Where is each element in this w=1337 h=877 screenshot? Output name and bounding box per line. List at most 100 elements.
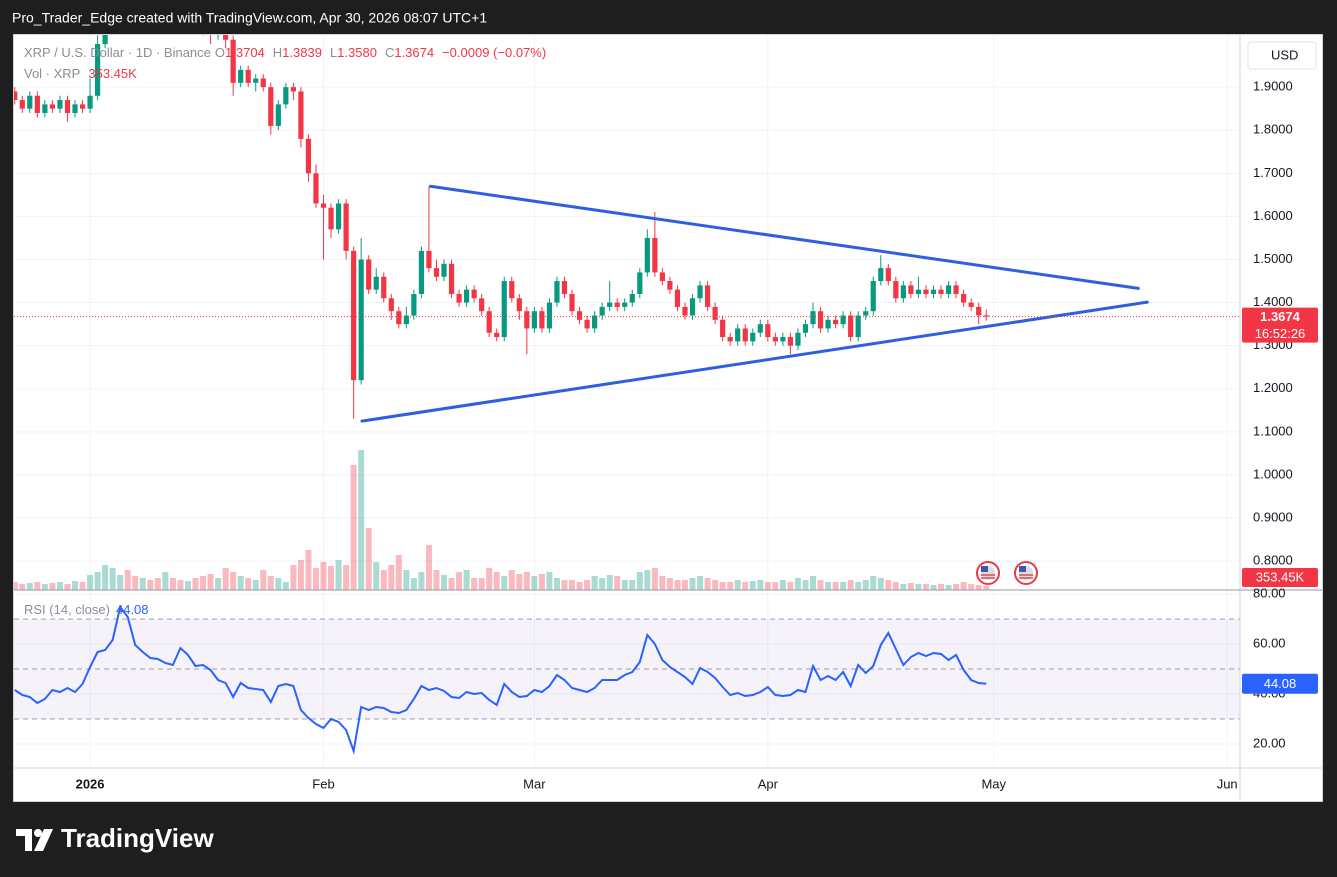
candle-body: [757, 324, 763, 333]
volume-bar: [531, 576, 538, 590]
x-tick-label: 2026: [76, 776, 105, 791]
price-label: 1.3674: [1260, 309, 1301, 324]
legend-value: 1.3704: [225, 45, 265, 60]
volume-bar: [373, 562, 380, 590]
volume-bar: [117, 575, 124, 590]
candle-body: [637, 272, 643, 294]
candle-body: [787, 337, 794, 346]
volume-bar: [712, 580, 719, 590]
overlay: USD 2026 Feb Mar Apr May Jun 0.8000 0.9000 1.000…: [14, 35, 1322, 800]
volume-bar: [441, 575, 448, 590]
volume-bar: [651, 568, 658, 590]
footer-logo: [16, 829, 53, 851]
candle-body: [614, 302, 620, 307]
candle-body: [938, 289, 944, 294]
volume-bar: [245, 578, 252, 590]
candle-body: [930, 289, 937, 294]
candle-body: [833, 319, 839, 325]
volume-bar: [388, 565, 395, 590]
candle-body: [855, 315, 861, 338]
volume-bar: [184, 581, 191, 590]
volume-bar: [840, 582, 847, 590]
candle-body: [290, 87, 296, 92]
legend-value: 1.3674: [394, 45, 434, 60]
candle-body: [253, 78, 259, 83]
currency-button[interactable]: [1247, 41, 1317, 70]
event-icons: [976, 561, 1038, 585]
footer-brand: TradingView: [61, 823, 214, 853]
candle-body: [825, 319, 831, 329]
candle-body: [735, 328, 741, 342]
candle-body: [629, 293, 635, 303]
candle-body: [516, 298, 522, 312]
y-tick-label: 1.0000: [1253, 466, 1293, 481]
volume-bar: [666, 578, 673, 590]
y-tick-label: 1.1000: [1253, 423, 1293, 438]
y-tick-label: 1.8000: [1253, 122, 1293, 137]
x-tick-label: Mar: [523, 776, 546, 791]
candle-body: [840, 315, 846, 325]
candle-body: [471, 289, 477, 299]
candle-body: [448, 263, 455, 294]
volume-bar: [719, 582, 726, 590]
volume-bar: [907, 583, 914, 590]
volume-bar: [749, 581, 756, 590]
candle-body: [34, 95, 40, 113]
candle-body: [720, 319, 726, 338]
volume-bar: [87, 575, 94, 590]
candle-body: [94, 44, 101, 96]
volume-bar: [538, 574, 545, 590]
rsi-tick-label: 60.00: [1253, 635, 1286, 650]
volume-bar: [471, 578, 478, 590]
candle-body: [531, 311, 537, 329]
volume-bar: [659, 576, 666, 590]
volume-bar: [810, 576, 817, 590]
volume-bar: [764, 582, 771, 590]
candle-body: [396, 311, 402, 325]
volume-bar: [207, 574, 214, 590]
candle-body: [42, 104, 48, 113]
volume-bar: [930, 585, 937, 590]
candle-body: [863, 311, 869, 316]
volume-bar: [215, 578, 222, 590]
volume-bar: [681, 580, 688, 590]
candle-body: [539, 311, 545, 329]
volume-bar: [275, 578, 282, 590]
volume-bar: [900, 584, 907, 590]
candle-body: [298, 91, 304, 139]
candle-body: [659, 272, 665, 282]
volume-bar: [847, 580, 854, 590]
volume-bar: [380, 570, 387, 590]
y-tick-label: 1.9000: [1253, 79, 1293, 94]
candle-body: [667, 281, 673, 290]
volume-bar: [885, 580, 892, 590]
rsi-tick-label: 20.00: [1253, 735, 1286, 750]
candle-body: [260, 78, 266, 88]
candle-body: [976, 306, 982, 316]
trendline: [360, 300, 1149, 423]
candle-body: [674, 289, 681, 307]
candle-body: [494, 332, 500, 338]
volume-bar: [365, 528, 372, 590]
trendline: [428, 184, 1140, 290]
candle-body: [772, 337, 778, 342]
candle-body: [403, 315, 409, 325]
candle-body: [426, 250, 432, 269]
candle-body: [561, 281, 568, 294]
candle-body: [742, 328, 748, 342]
candle-body: [584, 319, 590, 329]
volume-bar: [478, 578, 485, 590]
y-tick-label: 1.2000: [1253, 380, 1293, 395]
candle-body: [509, 281, 515, 299]
volume-bar: [727, 582, 734, 590]
candle-body: [230, 39, 236, 83]
y-tick-label: 1.5000: [1253, 251, 1293, 266]
volume-bar: [395, 555, 402, 590]
candle-body: [64, 100, 71, 113]
volume-label-box: [1242, 568, 1318, 587]
candle-body: [592, 315, 598, 329]
candle-body: [712, 306, 718, 320]
volume-legend: Vol · XRP 353.45K: [24, 66, 137, 81]
legend-title: XRP / U.S. Dollar · 1D · Binance: [24, 45, 211, 60]
